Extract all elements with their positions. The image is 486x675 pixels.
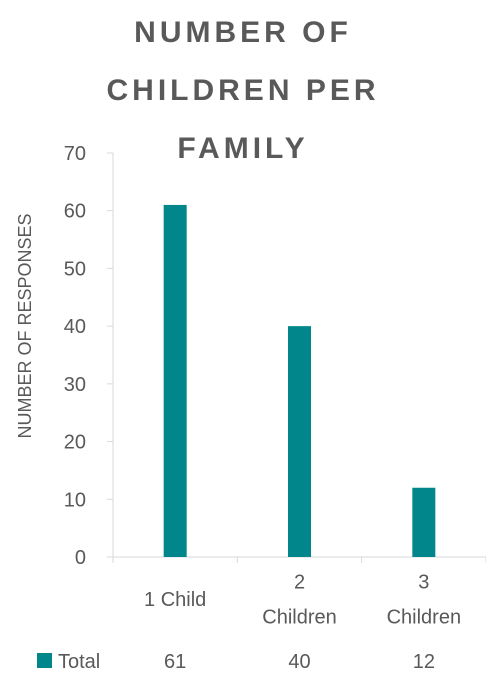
x-tick-label-3-line-2: Children [387, 607, 461, 629]
y-tick-label-20: 20 [64, 432, 86, 454]
y-axis-ticks: 0 10 20 30 40 50 60 70 [64, 143, 113, 569]
data-table-value-2: 40 [288, 651, 310, 673]
y-tick-label-50: 50 [64, 258, 86, 280]
bar-2 [288, 326, 311, 557]
y-tick-label-60: 60 [64, 201, 86, 223]
y-axis-title-group: NUMBER OF RESPONSES [15, 213, 35, 438]
y-axis-title: NUMBER OF RESPONSES [15, 213, 35, 438]
y-tick-label-30: 30 [64, 374, 86, 396]
legend-swatch-total [37, 653, 52, 668]
x-tick-label-1-line-1: 1 Child [144, 589, 206, 611]
x-tick-label-3-line-1: 3 [418, 572, 429, 594]
legend-label-total: Total [58, 651, 100, 673]
data-table-value-3: 12 [413, 651, 435, 673]
y-tick-label-70: 70 [64, 143, 86, 165]
chart-title-line-1: NUMBER OF [134, 16, 352, 49]
chart-title-line-2: CHILDREN PER [106, 74, 380, 107]
x-tick-label-2-line-2: Children [262, 607, 336, 629]
data-table: Total 61 40 12 [37, 651, 435, 673]
data-table-value-1: 61 [164, 651, 186, 673]
x-axis-labels: 1 Child 2 Children 3 Children [144, 572, 461, 629]
chart-title: NUMBER OF CHILDREN PER FAMILY [0, 4, 486, 178]
bars [163, 204, 436, 557]
chart-title-line-3: FAMILY [177, 132, 309, 165]
bar-1 [163, 204, 187, 557]
bar-3 [412, 487, 436, 557]
y-tick-label-10: 10 [64, 489, 86, 511]
y-tick-label-0: 0 [75, 547, 86, 569]
y-tick-label-40: 40 [64, 316, 86, 338]
x-tick-label-2-line-1: 2 [294, 572, 305, 594]
